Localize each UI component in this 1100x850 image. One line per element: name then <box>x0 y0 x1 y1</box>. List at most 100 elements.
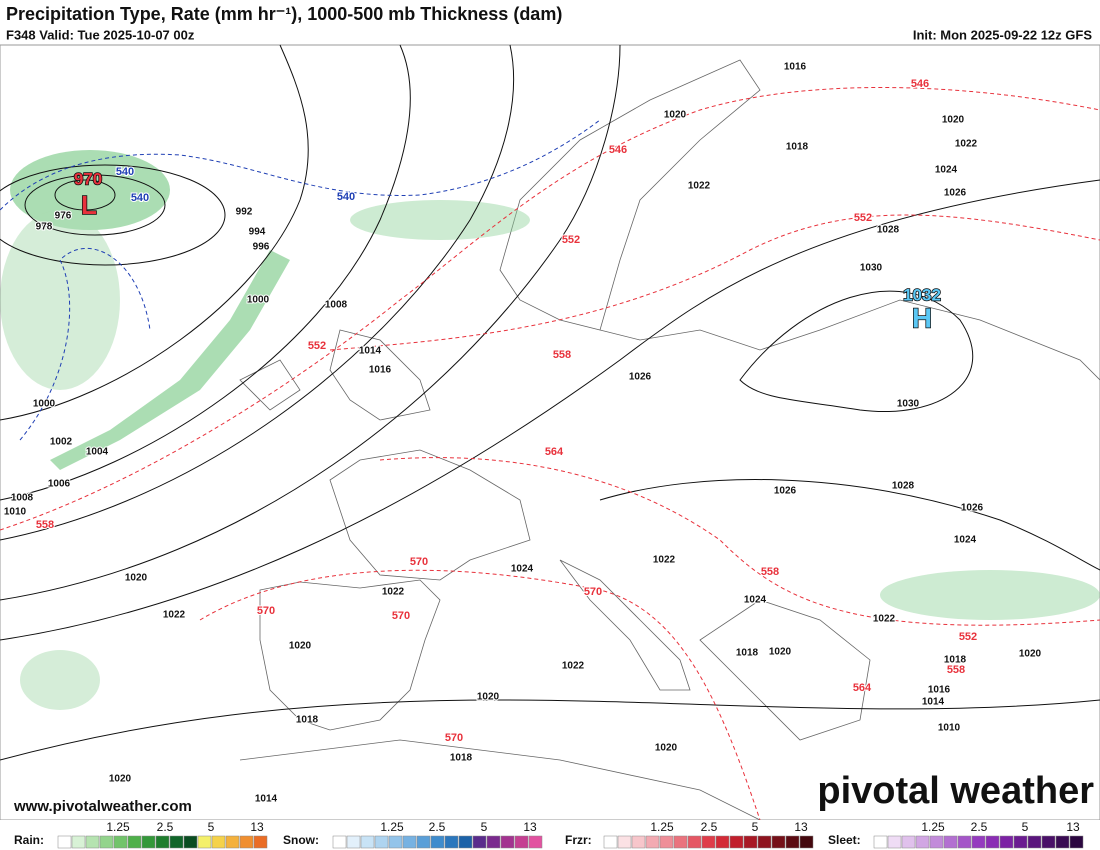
isobar-label: 1018 <box>786 142 809 153</box>
isobar-label: 1000 <box>247 295 270 306</box>
thickness-label: 564 <box>853 682 872 694</box>
africa-coast <box>239 739 761 821</box>
map-area: 1016 1020 1018 1020 1022 1024 1022 1026 1028 1030… <box>0 44 1100 821</box>
isobar-label: 1024 <box>935 165 958 176</box>
iberia <box>259 579 441 731</box>
isobar-label: 1022 <box>562 661 585 672</box>
legend-swatch <box>659 835 674 849</box>
legend-swatch <box>1041 835 1056 849</box>
legend-swatch <box>486 835 501 849</box>
legend-swatch <box>915 835 930 849</box>
rain-area <box>880 570 1100 620</box>
thickness-label: 546 <box>911 78 929 90</box>
thickness-blue <box>0 119 601 441</box>
legend-swatch <box>631 835 646 849</box>
thickness-line <box>0 119 601 211</box>
isobar-label: 1018 <box>736 648 759 659</box>
thickness-label: 552 <box>562 234 580 246</box>
init-time: Init: Mon 2025-09-22 12z GFS <box>913 27 1092 42</box>
legend-swatch <box>183 835 198 849</box>
legend-swatch <box>332 835 347 849</box>
legend-swatch <box>155 835 170 849</box>
isobar-label: 1020 <box>1019 649 1042 660</box>
britain <box>329 329 431 421</box>
ireland <box>239 359 301 411</box>
legend-tick: 2.5 <box>157 820 174 834</box>
thickness-line <box>19 248 151 441</box>
isobar-label: 1022 <box>955 139 978 150</box>
legend-swatch <box>85 835 100 849</box>
isobar-label: 1008 <box>11 493 34 504</box>
thickness-line <box>0 87 1100 531</box>
isobar-label: 1030 <box>860 263 883 274</box>
legend-swatch <box>225 835 240 849</box>
legend-swatch <box>771 835 786 849</box>
legend-tick: 1.25 <box>380 820 404 834</box>
site-url: www.pivotalweather.com <box>13 798 192 815</box>
isobar-label: 1030 <box>897 399 920 410</box>
isobar <box>0 44 515 541</box>
legend-swatch <box>687 835 702 849</box>
isobar <box>0 44 411 501</box>
legend-label: Sleet: <box>828 833 861 847</box>
legend-swatch <box>1069 835 1084 849</box>
legend-tick: 13 <box>250 820 264 834</box>
isobar-label: 1014 <box>359 346 382 357</box>
legend-swatch <box>887 835 902 849</box>
legend-swatch <box>458 835 473 849</box>
thickness-label: 570 <box>392 610 410 622</box>
legend-swatch <box>1013 835 1028 849</box>
legend-swatch <box>388 835 403 849</box>
legend-swatch <box>901 835 916 849</box>
legend-tick: 5 <box>1022 820 1029 834</box>
legend: Rain: 1.25 2.5 5 13 Snow: 1.25 2.5 5 13 Frzr: 1.25 2… <box>0 820 1100 850</box>
legend-swatch <box>645 835 660 849</box>
legend-tick: 1.25 <box>921 820 945 834</box>
isobar-label: 1018 <box>944 655 967 666</box>
legend-swatch <box>239 835 254 849</box>
isobar-label: 1010 <box>4 507 27 518</box>
legend-swatch <box>743 835 758 849</box>
thickness-label: 570 <box>584 586 602 598</box>
isobar-label: 1016 <box>369 365 392 376</box>
isobar-label: 1004 <box>86 447 109 458</box>
legend-swatch <box>253 835 268 849</box>
isobar-label: 996 <box>253 242 270 253</box>
isobar-label: 1024 <box>744 595 767 606</box>
isobar-label: 1018 <box>296 715 319 726</box>
thickness-label: 570 <box>445 732 463 744</box>
thickness-label: 558 <box>947 664 965 676</box>
legend-swatch <box>673 835 688 849</box>
legend-tick: 13 <box>523 820 537 834</box>
legend-swatch <box>715 835 730 849</box>
legend-tick: 2.5 <box>429 820 446 834</box>
branding: www.pivotalweather.com pivotal weather <box>12 768 1097 816</box>
thickness-label: 552 <box>854 212 872 224</box>
isobar-label: 994 <box>249 227 266 238</box>
isobar-label: 1022 <box>382 587 405 598</box>
legend-swatch <box>701 835 716 849</box>
thickness-label: 558 <box>761 566 779 578</box>
thickness-line <box>329 214 1100 351</box>
isobar-label: 1020 <box>664 110 687 121</box>
legend-swatch <box>169 835 184 849</box>
legend-tick: 2.5 <box>701 820 718 834</box>
legend-label: Rain: <box>14 833 44 847</box>
isobar-label: 1014 <box>922 697 945 708</box>
legend-swatch <box>374 835 389 849</box>
title: Precipitation Type, Rate (mm hr⁻¹), 1000… <box>6 4 562 24</box>
isobar-label: 1020 <box>125 573 148 584</box>
thickness-red <box>0 87 1100 821</box>
isobar-label: 992 <box>236 207 253 218</box>
high-pressure-value: 1032 <box>903 285 941 304</box>
baltic-coast <box>599 299 1100 381</box>
isobar <box>0 44 309 421</box>
isobar-label: 1022 <box>163 610 186 621</box>
legend-tick: 5 <box>208 820 215 834</box>
legend-swatch <box>985 835 1000 849</box>
isobars <box>0 44 1100 761</box>
isobar-label: 1020 <box>769 647 792 658</box>
isobar-label: 1026 <box>961 503 984 514</box>
isobar <box>0 179 1100 641</box>
